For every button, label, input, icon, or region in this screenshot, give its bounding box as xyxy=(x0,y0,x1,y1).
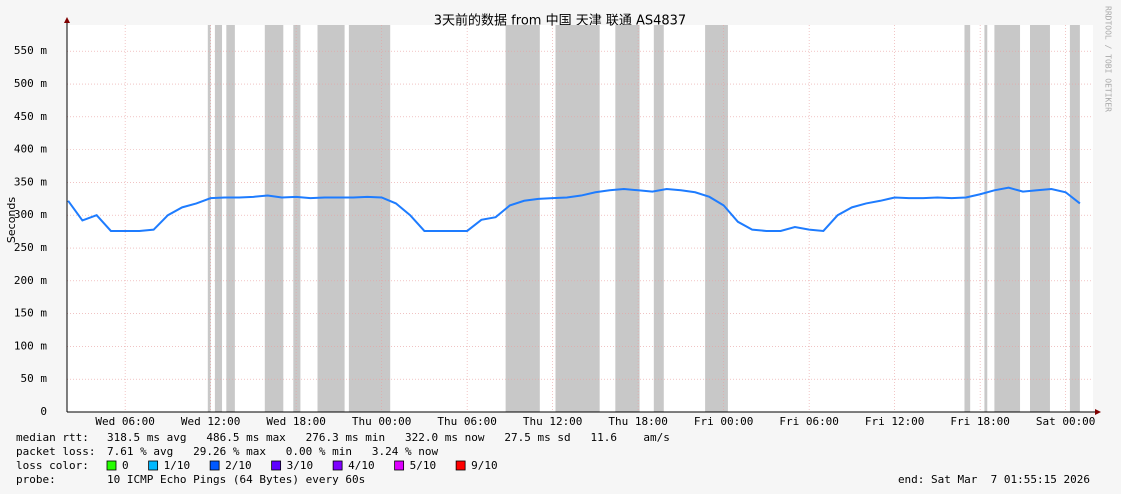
chart-title: 3天前的数据 from 中国 天津 联通 AS4837 xyxy=(434,13,686,29)
loss-band xyxy=(293,25,301,412)
loss-band xyxy=(705,25,728,412)
legend-swatch xyxy=(394,460,405,471)
loss-band xyxy=(214,25,223,412)
y-tick-label: 350 m xyxy=(14,175,47,188)
axis-arrow xyxy=(1095,409,1101,415)
legend-label: 4/10 xyxy=(348,459,375,472)
stat-text: 7.61 % avg 29.26 % max 0.00 % min 3.24 %… xyxy=(107,445,439,458)
loss-band xyxy=(653,25,664,412)
y-tick-label: 50 m xyxy=(21,372,48,385)
y-tick-label: 550 m xyxy=(14,44,47,57)
legend-swatch xyxy=(106,460,117,471)
loss-band xyxy=(1069,25,1080,412)
loss-band xyxy=(555,25,600,412)
loss-band xyxy=(317,25,345,412)
legend-swatch xyxy=(209,460,220,471)
y-tick-label: 200 m xyxy=(14,274,47,287)
loss-band xyxy=(207,25,211,412)
legend-swatch xyxy=(271,460,282,471)
x-tick-label: Fri 18:00 xyxy=(950,415,1010,428)
x-tick-label: Thu 06:00 xyxy=(437,415,497,428)
loss-band xyxy=(505,25,540,412)
loss-band xyxy=(348,25,391,412)
y-tick-label: 450 m xyxy=(14,110,47,123)
loss-band xyxy=(984,25,988,412)
axis-arrow xyxy=(64,17,70,23)
probe-text: 10 ICMP Echo Pings (64 Bytes) every 60s xyxy=(107,473,365,486)
x-tick-label: Fri 06:00 xyxy=(779,415,839,428)
legend-label: 3/10 xyxy=(287,459,314,472)
legend-swatch xyxy=(332,460,343,471)
loss-band xyxy=(226,25,235,412)
legend-label: 2/10 xyxy=(225,459,252,472)
x-tick-label: Wed 06:00 xyxy=(95,415,155,428)
end-text: end: Sat Mar 7 01:55:15 2026 xyxy=(898,473,1090,486)
median-line xyxy=(67,186,1081,233)
y-tick-label: 150 m xyxy=(14,307,47,320)
legend-label: 1/10 xyxy=(164,459,191,472)
stat-label: packet loss: xyxy=(16,445,95,458)
y-tick-label: 400 m xyxy=(14,143,47,156)
stat-text: 318.5 ms avg 486.5 ms max 276.3 ms min 3… xyxy=(107,431,670,444)
legend-label: 0 xyxy=(122,459,129,472)
x-tick-label: Sat 00:00 xyxy=(1036,415,1096,428)
footer: median rtt: 318.5 ms avg 486.5 ms max 276… xyxy=(16,431,1090,486)
y-tick-label: 500 m xyxy=(14,77,47,90)
side-text: RRDTOOL / TOBI OETIKER xyxy=(1104,6,1113,112)
x-tick-label: Fri 00:00 xyxy=(694,415,754,428)
loss-band xyxy=(994,25,1021,412)
legend-label: 9/10 xyxy=(471,459,498,472)
x-tick-label: Fri 12:00 xyxy=(865,415,925,428)
loss-legend-label: loss color: xyxy=(16,459,89,472)
x-tick-label: Thu 00:00 xyxy=(352,415,412,428)
x-tick-label: Wed 18:00 xyxy=(266,415,326,428)
legend-swatch xyxy=(455,460,466,471)
legend-label: 5/10 xyxy=(410,459,437,472)
loss-band xyxy=(615,25,640,412)
plot xyxy=(67,25,1093,413)
x-tick-label: Wed 12:00 xyxy=(181,415,241,428)
y-axis-label: Seconds xyxy=(5,197,18,243)
probe-label: probe: xyxy=(16,473,56,486)
x-tick-label: Thu 12:00 xyxy=(523,415,583,428)
y-tick-label: 300 m xyxy=(14,208,47,221)
loss-band xyxy=(264,25,284,412)
y-tick-label: 0 xyxy=(40,405,47,418)
legend-swatch xyxy=(148,460,159,471)
stat-label: median rtt: xyxy=(16,431,89,444)
y-tick-label: 100 m xyxy=(14,339,47,352)
y-tick-label: 250 m xyxy=(14,241,47,254)
loss-band xyxy=(1030,25,1050,412)
loss-band xyxy=(964,25,971,412)
x-tick-label: Thu 18:00 xyxy=(608,415,668,428)
